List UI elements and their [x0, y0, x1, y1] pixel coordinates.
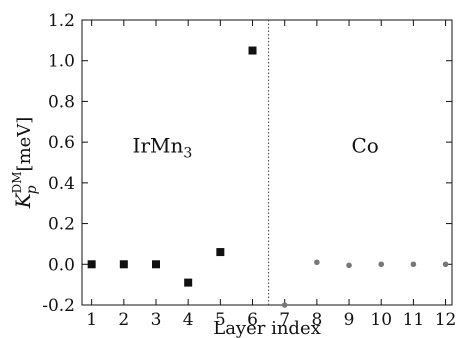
region-label-co: Co: [351, 133, 378, 157]
y-axis-superscript: DM: [10, 171, 24, 193]
plot-frame: [82, 20, 452, 305]
x-tick-label: 4: [183, 310, 194, 330]
y-tick-label: 0.8: [48, 92, 75, 112]
axes-layer: 1 2 3 4 5 6 7 8 9 10 11 12-0.20.00.20.40.60.81.01.2: [42, 11, 456, 330]
x-tick-label: 9: [344, 310, 355, 330]
region-label-irmn3-subscript: 3: [183, 145, 192, 161]
data-point-square: [120, 260, 128, 268]
y-tick-label: 0.0: [48, 255, 75, 275]
y-tick-label: 0.2: [48, 215, 75, 235]
data-point-circle: [378, 261, 384, 267]
data-point-square: [88, 260, 96, 268]
region-label-irmn3-base: IrMn: [133, 133, 184, 157]
x-tick-label: 11: [403, 310, 425, 330]
y-axis-unit: [meV]: [14, 117, 35, 172]
x-tick-label: 2: [118, 310, 129, 330]
data-point-circle: [282, 302, 288, 308]
data-point-square: [152, 260, 160, 268]
region-label-co-base: Co: [351, 133, 378, 157]
data-point-circle: [314, 259, 320, 265]
y-axis-title: KpDM[meV]: [10, 117, 40, 210]
x-axis-title: Layer index: [213, 318, 321, 338]
x-tick-label: 10: [370, 310, 392, 330]
x-tick-label: 1: [86, 310, 97, 330]
y-tick-label: 0.4: [48, 174, 75, 194]
y-tick-label: 0.6: [48, 133, 75, 153]
y-axis-subscript: p: [24, 185, 40, 194]
data-point-square: [249, 47, 257, 55]
x-tick-label: 12: [435, 310, 457, 330]
data-points-layer: [88, 47, 449, 308]
x-tick-label: 3: [151, 310, 162, 330]
data-point-circle: [443, 261, 449, 267]
data-point-square: [216, 248, 224, 256]
y-tick-label: 1.0: [48, 52, 75, 72]
data-point-circle: [411, 261, 417, 267]
region-label-irmn3: IrMn3: [133, 133, 193, 161]
data-point-square: [184, 279, 192, 287]
y-tick-label: -0.2: [42, 296, 75, 316]
y-tick-label: 1.2: [48, 11, 75, 31]
data-point-circle: [346, 263, 352, 269]
